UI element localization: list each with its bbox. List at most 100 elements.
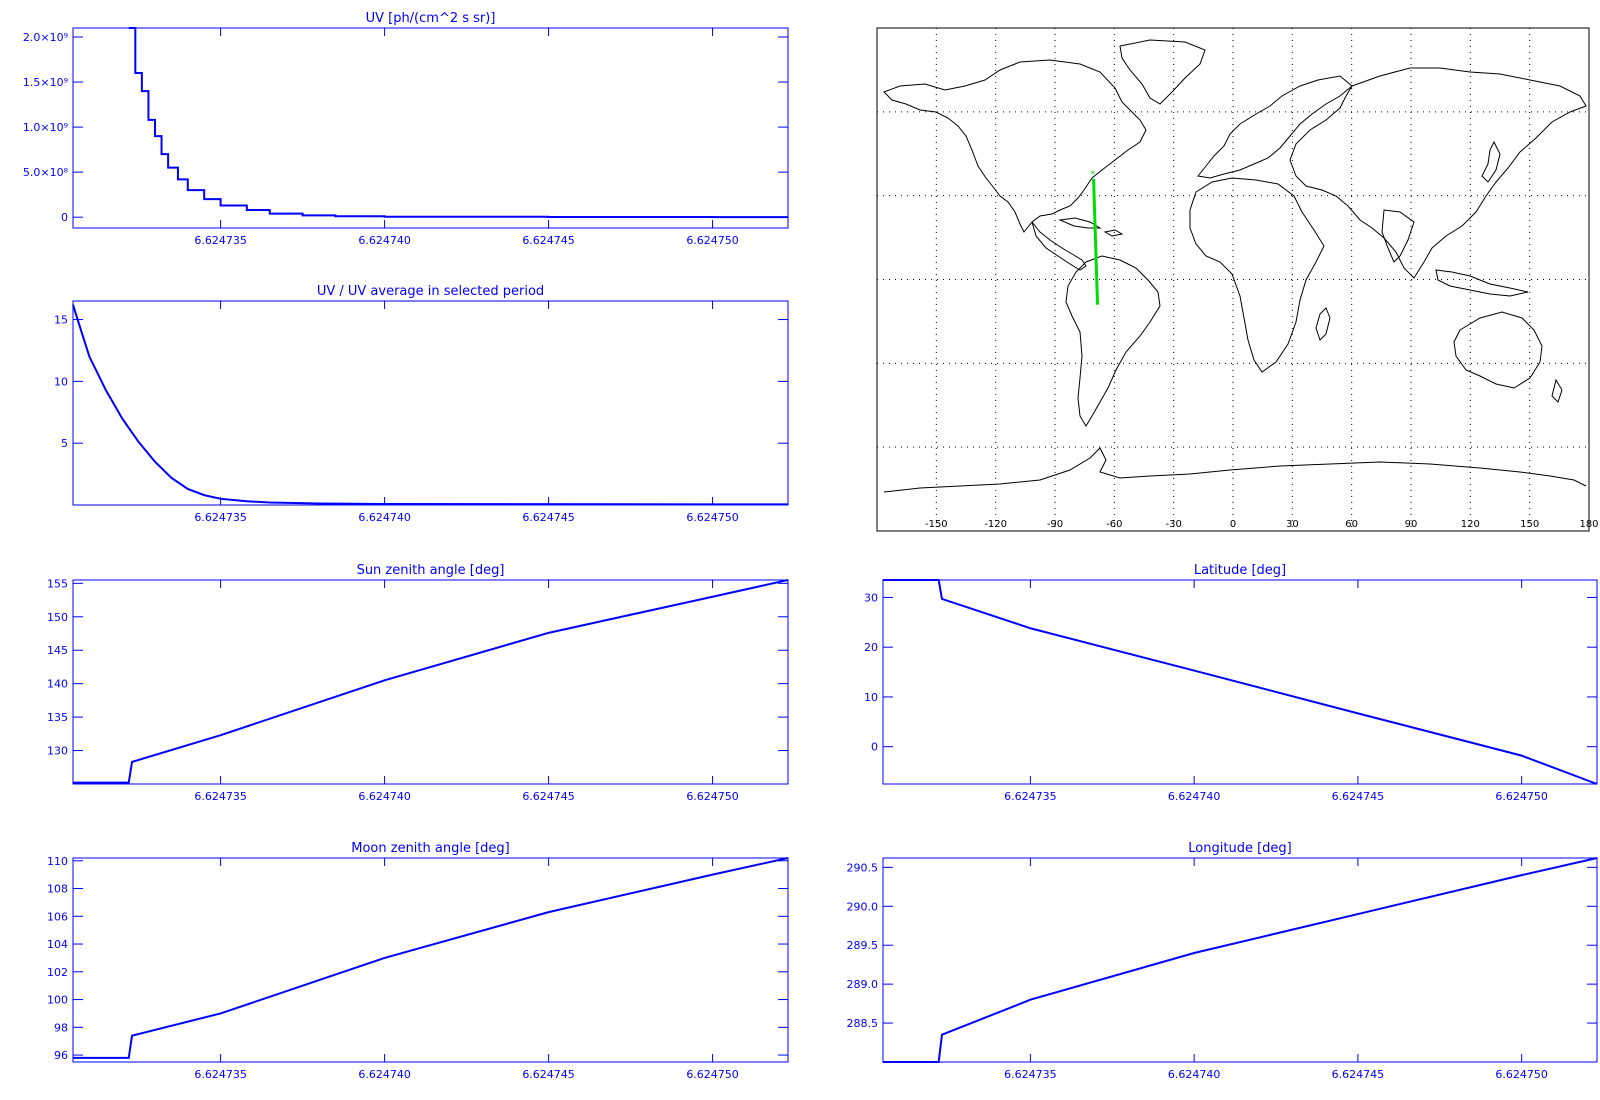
y-tick-label: 5.0×10⁸ — [23, 166, 69, 179]
y-tick-label: 2.0×10⁹ — [23, 31, 68, 44]
series-line — [128, 27, 788, 219]
y-tick-label: 102 — [47, 966, 68, 979]
chart-uv: UV [ph/(cm^2 s sr)] 6.624735 6.624740 6.624… — [23, 11, 789, 247]
y-tick-label: 150 — [47, 611, 68, 624]
y-tick-label: 0 — [871, 741, 878, 754]
x-tick-label: 6.624745 — [522, 1068, 575, 1081]
chart-title: Sun zenith angle [deg] — [357, 563, 505, 578]
y-tick-label: 1.5×10⁹ — [23, 76, 68, 89]
y-tick-label: 130 — [47, 745, 68, 758]
coastline-madagascar — [1315, 307, 1331, 341]
world-map: * -150 -120 -90 -60 -30 0 30 60 90 120 150 180 — [876, 27, 1599, 532]
y-tick-label: 289.0 — [847, 978, 879, 991]
y-tick-label: 10 — [54, 375, 68, 388]
x-tick-label: 6.624740 — [358, 234, 411, 247]
x-tick-label: 6.624740 — [358, 1068, 411, 1081]
y-tick-label: 98 — [54, 1021, 68, 1034]
chart-lat: Latitude [deg] 6.624735 6.624740 6.624745 6.… — [864, 563, 1598, 803]
y-tick-label: 104 — [47, 938, 68, 951]
x-tick-label: 6.624750 — [686, 1068, 739, 1081]
y-tick-label: 145 — [47, 644, 68, 657]
chart-lon: Longitude [deg] 6.624735 6.624740 6.624745 6… — [847, 841, 1598, 1081]
series-line — [883, 857, 1598, 1063]
chart-title: Latitude [deg] — [1194, 563, 1286, 578]
y-tick-label: 290.5 — [847, 861, 879, 874]
y-tick-label: 0 — [61, 211, 68, 224]
chart-title: UV [ph/(cm^2 s sr)] — [366, 11, 496, 26]
satellite-track: * — [1091, 170, 1100, 305]
y-tick-label: 96 — [54, 1049, 68, 1062]
coastline-asia — [1289, 67, 1587, 279]
plot-frame — [72, 857, 789, 1063]
y-tick-label: 106 — [47, 910, 68, 923]
map-gridlines — [877, 28, 1589, 531]
series-line — [72, 304, 788, 506]
x-tick-label: 6.624740 — [358, 511, 411, 524]
x-tick-label: 6.624745 — [522, 511, 575, 524]
longitude-label: 120 — [1461, 519, 1480, 530]
plot-frame — [882, 579, 1598, 785]
longitude-label: 30 — [1286, 519, 1299, 530]
coastline-indonesia — [1435, 269, 1529, 297]
map-frame — [876, 27, 1590, 532]
longitude-label: 180 — [1579, 519, 1598, 530]
y-tick-label: 1.0×10⁹ — [23, 121, 68, 134]
series-line — [73, 579, 789, 784]
longitude-label: -30 — [1165, 519, 1181, 530]
coastline-india — [1381, 209, 1415, 263]
longitude-label: 60 — [1345, 519, 1358, 530]
coastline-australia — [1453, 311, 1543, 389]
map-longitude-ticks: -150 -120 -90 -60 -30 0 30 60 90 120 150 180 — [925, 519, 1599, 530]
coastline-central-america — [1031, 221, 1087, 271]
coastlines — [883, 39, 1587, 493]
y-tick-label: 5 — [61, 437, 68, 450]
x-tick-label: 6.624735 — [1004, 1068, 1057, 1081]
y-tick-label: 108 — [47, 883, 68, 896]
coastline-north-america — [883, 59, 1147, 233]
x-tick-label: 6.624750 — [686, 511, 739, 524]
track-start-marker: * — [1091, 170, 1096, 180]
x-tick-label: 6.624750 — [686, 234, 739, 247]
coastline-europe — [1197, 75, 1353, 179]
coastline-new-zealand — [1551, 378, 1563, 403]
x-tick-label: 6.624740 — [1168, 790, 1221, 803]
coastline-japan — [1481, 140, 1501, 183]
y-tick-label: 288.5 — [847, 1017, 879, 1030]
x-tick-label: 6.624735 — [194, 234, 247, 247]
series-line — [883, 579, 1598, 785]
coastline-caribbean — [1058, 217, 1124, 237]
longitude-label: -120 — [984, 519, 1007, 530]
x-tick-label: 6.624735 — [194, 511, 247, 524]
coastline-antarctica — [883, 447, 1587, 493]
x-tick-label: 6.624750 — [1495, 1068, 1548, 1081]
y-tick-label: 140 — [47, 678, 68, 691]
y-tick-label: 100 — [47, 994, 68, 1007]
x-tick-label: 6.624750 — [1495, 790, 1548, 803]
x-tick-label: 6.624735 — [194, 790, 247, 803]
x-tick-label: 6.624740 — [358, 790, 411, 803]
longitude-label: -150 — [925, 519, 948, 530]
chart-moon: Moon zenith angle [deg] 6.624735 6.624740 6… — [47, 841, 789, 1081]
x-tick-label: 6.624750 — [686, 790, 739, 803]
longitude-label: -60 — [1106, 519, 1122, 530]
coastline-greenland — [1119, 39, 1206, 105]
y-tick-label: 15 — [54, 314, 68, 327]
longitude-label: 0 — [1230, 519, 1236, 530]
x-tick-label: 6.624745 — [1332, 790, 1385, 803]
chart-uv-ratio: UV / UV average in selected period 6.6247… — [54, 284, 789, 524]
x-tick-label: 6.624745 — [522, 234, 575, 247]
y-tick-label: 20 — [864, 641, 878, 654]
x-tick-label: 6.624745 — [1332, 1068, 1385, 1081]
longitude-label: 150 — [1520, 519, 1539, 530]
x-tick-label: 6.624735 — [194, 1068, 247, 1081]
plot-frame — [72, 579, 789, 785]
coastline-africa — [1189, 177, 1325, 373]
chart-title: Moon zenith angle [deg] — [351, 841, 509, 856]
y-tick-label: 30 — [864, 591, 878, 604]
y-tick-label: 290.0 — [847, 900, 879, 913]
series-line — [73, 857, 789, 1059]
chart-sun: Sun zenith angle [deg] 6.624735 6.624740 6.… — [47, 563, 789, 803]
y-tick-label: 110 — [47, 855, 68, 868]
plot-frame — [882, 857, 1598, 1063]
